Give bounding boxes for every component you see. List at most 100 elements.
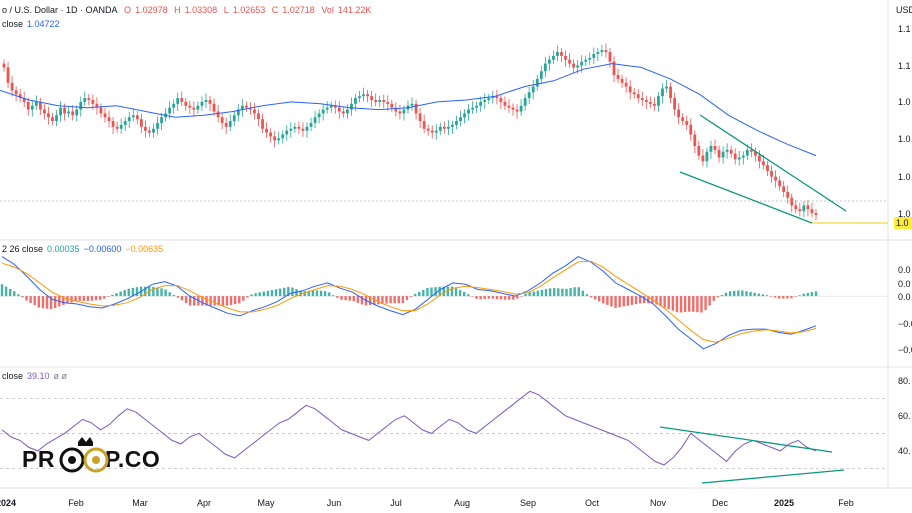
macd-histogram-bar [332, 295, 335, 297]
macd-histogram-bar [70, 296, 73, 303]
macd-histogram-bar [634, 296, 638, 305]
candle-body [770, 170, 773, 177]
moving-average-line [0, 63, 817, 157]
candle-body [539, 71, 543, 79]
candle-body [741, 155, 745, 158]
candle-body [814, 213, 818, 215]
macd-histogram-bar [716, 296, 720, 298]
candle-body [127, 117, 131, 122]
macd-histogram-bar [471, 296, 474, 297]
candle-body [766, 165, 769, 171]
macd-histogram-bar [479, 296, 482, 300]
candle-body [208, 100, 212, 104]
owl-eyes-icon [59, 437, 109, 473]
candle-body [810, 209, 814, 214]
macd-histogram-bar [377, 296, 380, 305]
candle-body [2, 63, 6, 68]
rsi-extra: ø ø [53, 371, 68, 381]
price-tick-label: 1.0 [898, 134, 911, 144]
macd-histogram-bar [647, 296, 650, 304]
candle-body [519, 105, 523, 112]
macd-histogram-bar [638, 296, 642, 304]
candle-body [640, 98, 644, 100]
candle-body [240, 105, 244, 110]
macd-histogram-bar [250, 294, 253, 297]
candle-body [313, 117, 317, 123]
macd-histogram-bar [13, 291, 16, 297]
macd-histogram-bar [135, 287, 139, 297]
price-pane[interactable]: 1.0 [0, 43, 912, 229]
candle-body [156, 123, 159, 129]
macd-histogram-bar [78, 296, 81, 301]
candle-body [321, 109, 325, 114]
macd-histogram-bar [274, 289, 278, 297]
candle-body [390, 103, 394, 108]
macd-histogram-bar [430, 287, 433, 297]
macd-histogram-bar [143, 286, 147, 297]
ohlc-close-label: C [271, 5, 279, 15]
candle-body [673, 98, 677, 110]
candle-body [758, 155, 761, 162]
macd-histogram-bar [585, 294, 589, 297]
macd-histogram-bar [119, 291, 122, 297]
macd-histogram-bar [213, 296, 216, 306]
macd-histogram-bar [303, 291, 306, 297]
macd-pane[interactable] [0, 256, 888, 350]
candle-body [249, 107, 252, 110]
candle-body [394, 107, 398, 112]
candle-body [370, 96, 374, 100]
candle-body [798, 209, 802, 212]
macd-histogram-bar [454, 288, 458, 297]
candle-body [26, 101, 30, 110]
macd-histogram-bar [393, 296, 396, 304]
candle-body [434, 130, 438, 133]
macd-histogram-bar [172, 294, 175, 297]
candle-body [499, 98, 503, 102]
candle-body [515, 109, 519, 112]
macd-histogram-bar [581, 290, 585, 297]
x-axis-tick-label: 2024 [0, 498, 16, 508]
macd-histogram-bar [131, 287, 135, 297]
macd-histogram-bar [814, 291, 818, 297]
macd-histogram-bar [499, 296, 503, 300]
macd-histogram-bar [524, 293, 527, 297]
macd-histogram-bar [41, 296, 45, 309]
macd-histogram-bar [262, 291, 265, 297]
macd-histogram-bar [794, 296, 797, 297]
macd-histogram-bar [381, 296, 384, 304]
candle-body [778, 180, 782, 187]
candle-body [580, 61, 584, 66]
macd-histogram-bar [540, 289, 544, 297]
macd-histogram-bar [66, 296, 69, 304]
candle-body [644, 100, 648, 102]
candle-body [269, 132, 273, 137]
candle-body [119, 124, 123, 129]
macd-histogram-bar [217, 296, 220, 306]
macd-histogram-bar [98, 296, 102, 300]
candle-body [131, 115, 135, 118]
macd-histogram-bar [229, 296, 233, 305]
candle-body [697, 146, 701, 156]
macd-histogram-bar [458, 290, 462, 297]
candle-body [188, 105, 192, 108]
candle-body [681, 117, 685, 122]
ma-value: 1.04722 [27, 19, 60, 29]
macd-signal-line [1, 260, 817, 343]
candle-body [139, 119, 143, 127]
macd-histogram-bar [749, 292, 752, 297]
candle-body [244, 105, 248, 108]
macd-histogram-bar [569, 288, 572, 297]
macd-histogram-bar [610, 296, 613, 307]
candle-body [523, 98, 527, 106]
rsi-pane[interactable] [0, 390, 888, 484]
proop-logo: PR P.CO [22, 446, 161, 472]
candle-body [733, 153, 737, 160]
macd-histogram-bar [86, 296, 90, 301]
candle-body [701, 155, 705, 162]
candle-body [38, 101, 42, 110]
candle-body [285, 130, 289, 135]
candle-body [75, 109, 79, 116]
candle-body [576, 65, 580, 68]
